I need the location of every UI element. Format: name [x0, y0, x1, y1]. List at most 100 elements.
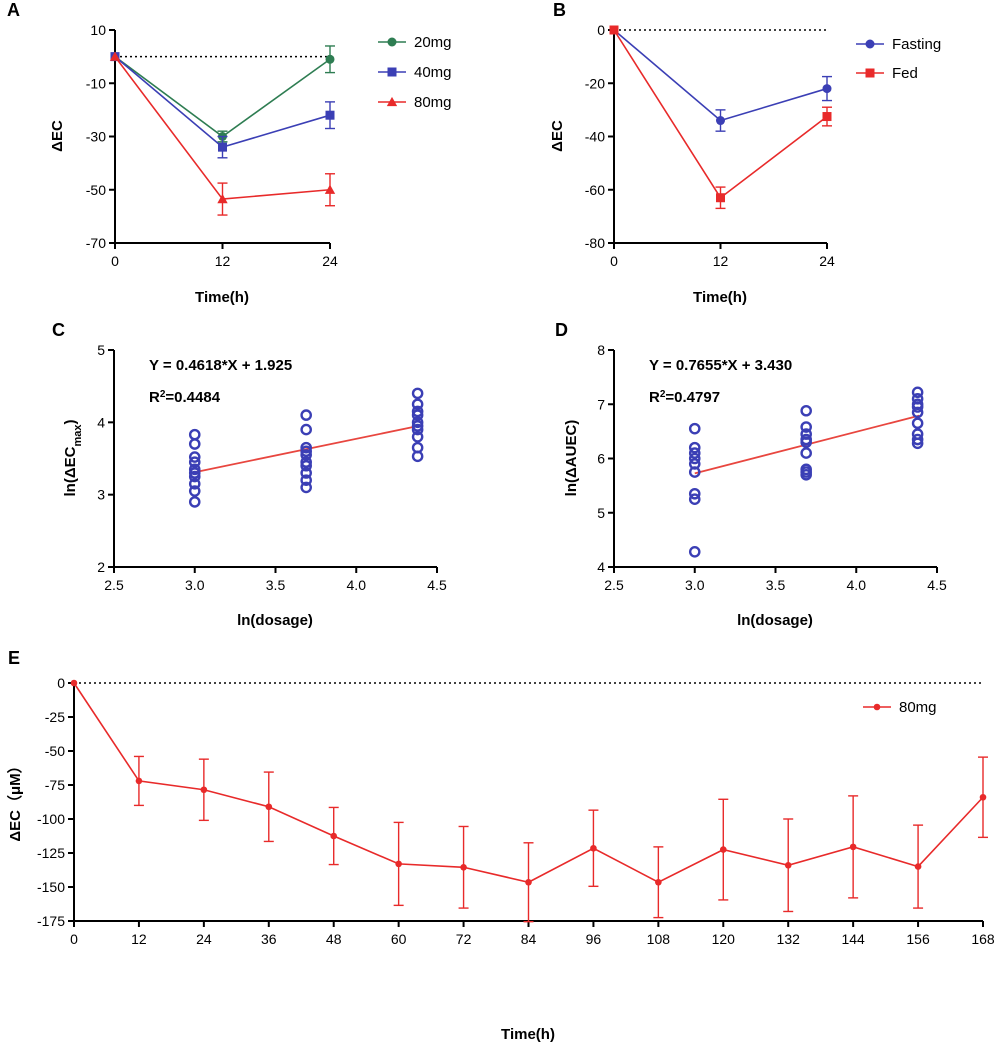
x-tick-label-E: 60 [391, 931, 407, 947]
scatter-point-C [188, 456, 201, 468]
x-tick-label-E: 12 [131, 931, 147, 947]
legend-label-E-80mg: 80mg [899, 699, 937, 716]
data-point-E-80mg [70, 679, 78, 687]
y-tick-label-E: -25 [45, 709, 65, 725]
x-tick-label-E: 48 [326, 931, 342, 947]
x-axis-title-A: Time(h) [195, 289, 249, 306]
y-tick-label-D: 8 [597, 342, 605, 358]
scatter-point-D [911, 437, 924, 450]
y-tick-label-B: -80 [585, 235, 605, 251]
legend-label-A-80mg: 80mg [414, 94, 452, 111]
x-tick-label-E: 36 [261, 931, 277, 947]
y-tick-label-D: 5 [597, 505, 605, 521]
data-point-B-Fed [716, 193, 725, 203]
y-tick-label-D: 4 [597, 559, 605, 575]
y-tick-label-C: 2 [97, 559, 105, 575]
y-axis-title-C: ln(ΔECmax) [62, 420, 84, 497]
y-tick-label-C: 4 [97, 414, 105, 430]
data-point-E-80mg [914, 863, 922, 870]
y-axis-title-E: ΔEC（μM） [6, 758, 24, 841]
y-tick-label-E: -100 [37, 811, 65, 827]
data-point-E-80mg [979, 793, 987, 801]
data-point-E-80mg [590, 844, 597, 852]
y-tick-label-A: -10 [86, 75, 106, 91]
x-tick-label-E: 168 [971, 931, 995, 947]
data-point-B-Fasting [716, 116, 725, 126]
y-tick-label-A: 10 [90, 22, 106, 38]
legend-marker-B-Fasting [865, 39, 875, 49]
y-tick-label-E: -75 [45, 777, 65, 793]
scatter-point-C [188, 478, 201, 490]
scatter-point-D [688, 447, 701, 459]
scatter-point-C [300, 474, 312, 487]
y-axis-title-A: ΔEC [49, 120, 66, 152]
scatter-point-C [411, 387, 424, 400]
data-point-A-80mg [109, 51, 121, 61]
y-tick-label-B: 0 [597, 22, 605, 38]
scatter-point-C [300, 409, 312, 421]
y-tick-label-D: 7 [597, 396, 605, 412]
scatter-point-C [188, 467, 201, 479]
data-point-A-20mg [325, 54, 335, 64]
legend-marker-E-80mg [873, 703, 881, 711]
x-tick-label-B: 24 [819, 253, 835, 269]
x-tick-label-E: 96 [586, 931, 602, 947]
y-tick-label-A: -50 [86, 182, 106, 198]
data-point-E-80mg [719, 846, 727, 853]
y-tick-label-E: 0 [57, 675, 65, 691]
legend-label-B-Fed: Fed [892, 65, 918, 82]
scatter-point-C [411, 416, 424, 429]
data-point-B-Fed [609, 25, 619, 35]
scatter-point-D [911, 401, 924, 413]
y-tick-label-E: -125 [37, 845, 65, 861]
y-tick-label-E: -150 [37, 879, 65, 895]
x-tick-label-D: 3.5 [766, 577, 786, 593]
data-point-E-80mg [330, 832, 338, 840]
x-tick-label-D: 4.5 [927, 577, 947, 593]
x-tick-label-B: 0 [610, 253, 618, 269]
x-axis-title-B: Time(h) [693, 289, 747, 306]
x-tick-label-C: 4.5 [427, 577, 447, 593]
x-tick-label-E: 84 [521, 931, 537, 947]
scatter-point-C [188, 451, 201, 463]
scatter-point-C [188, 470, 201, 483]
legend-marker-A-80mg [386, 96, 398, 107]
scatter-point-C [300, 445, 312, 458]
scatter-point-D [911, 433, 924, 446]
scatter-point-D [688, 493, 701, 505]
data-point-E-80mg [395, 860, 402, 868]
panel-label-B: B [553, 0, 566, 20]
data-point-A-40mg [325, 110, 335, 120]
legend-label-A-40mg: 40mg [414, 64, 452, 81]
scatter-point-D [800, 404, 812, 417]
data-point-E-80mg [460, 863, 467, 871]
x-tick-label-E: 120 [712, 931, 736, 947]
x-tick-label-D: 3.0 [685, 577, 705, 593]
x-tick-label-E: 72 [456, 931, 472, 947]
scatter-point-C [188, 428, 201, 441]
r-squared-C: R2=0.4484 [149, 389, 221, 407]
y-tick-label-A: -30 [86, 129, 106, 145]
y-tick-label-B: -60 [585, 182, 605, 198]
legend-marker-A-40mg [387, 67, 397, 77]
panel-label-E: E [8, 648, 20, 668]
scatter-point-D [911, 417, 924, 430]
y-tick-label-B: -40 [585, 129, 605, 145]
equation-C: Y = 0.4618*X + 1.925 [149, 357, 292, 374]
y-axis-title-B: ΔEC [549, 120, 566, 152]
x-tick-label-E: 132 [777, 931, 801, 947]
r-squared-D: R2=0.4797 [649, 389, 720, 407]
x-tick-label-A: 24 [322, 253, 338, 269]
data-point-E-80mg [784, 861, 792, 869]
scatter-point-C [300, 441, 312, 454]
scatter-point-C [188, 496, 201, 508]
data-point-A-80mg [324, 184, 336, 194]
x-tick-label-D: 4.0 [847, 577, 867, 593]
panel-label-D: D [555, 320, 568, 340]
scatter-point-C [300, 467, 312, 479]
x-tick-label-E: 24 [196, 931, 212, 947]
data-point-B-Fed [822, 112, 832, 122]
series-line-B-Fasting [613, 29, 828, 122]
scatter-point-C [188, 485, 201, 497]
